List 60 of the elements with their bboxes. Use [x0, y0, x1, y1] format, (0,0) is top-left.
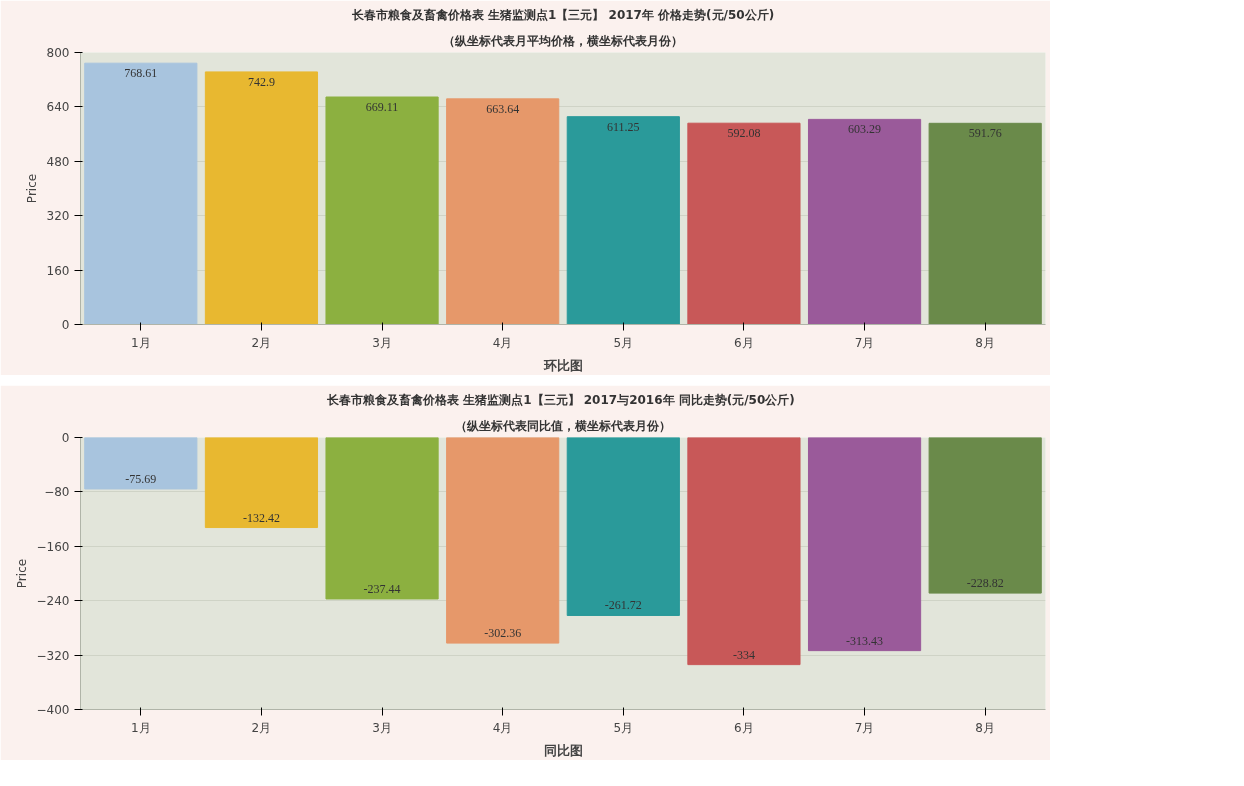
bar [84, 62, 198, 325]
bar [807, 118, 922, 325]
data-label: -228.82 [966, 576, 1004, 591]
x-tick-label: 6月 [734, 720, 754, 735]
bar [446, 98, 560, 325]
y-tick-label: −80 [44, 485, 70, 500]
x-tick-label: 6月 [734, 335, 754, 350]
chart-title: 长春市粮食及畜禽价格表 生猪监测点1【三元】 2017与2016年 同比走势(元/50公斤) [326, 392, 795, 407]
x-tick-label: 5月 [613, 335, 634, 350]
bar [566, 116, 680, 325]
data-label: -75.69 [125, 471, 157, 486]
y-tick-label: 160 [46, 263, 70, 278]
y-axis-title: Price [14, 558, 29, 589]
chart-subtitle: （纵坐标代表月平均价格，横坐标代表月份） [443, 33, 683, 48]
x-tick-label: 8月 [975, 720, 996, 735]
x-axis-title: 环比图 [542, 357, 583, 373]
bar [325, 96, 439, 325]
x-tick-label: 4月 [492, 335, 513, 350]
data-label: 591.76 [968, 126, 1002, 141]
x-tick-label: 4月 [492, 720, 513, 735]
x-tick-label: 1月 [131, 720, 151, 735]
x-tick-label: 3月 [372, 335, 392, 350]
y-tick-label: −400 [36, 703, 70, 717]
data-label: 592.08 [727, 126, 761, 141]
data-label: -313.43 [846, 633, 884, 648]
data-label: -237.44 [363, 581, 401, 596]
y-tick-label: 320 [46, 209, 70, 224]
data-label: 742.9 [247, 74, 275, 89]
data-label: -302.36 [484, 626, 522, 641]
y-tick-label: 480 [46, 154, 70, 169]
data-label: -334 [732, 647, 755, 662]
y-tick-label: −160 [36, 539, 70, 554]
data-label: 768.61 [124, 66, 158, 81]
x-tick-label: 7月 [854, 335, 875, 350]
bar [204, 71, 319, 325]
x-axis-title: 同比图 [543, 742, 583, 758]
y-tick-label: 800 [46, 46, 70, 60]
x-tick-label: 3月 [372, 720, 392, 735]
data-label: 611.25 [607, 119, 640, 134]
chart-subtitle: （纵坐标代表同比值，横坐标代表月份） [455, 418, 671, 433]
data-label: 603.29 [848, 122, 882, 137]
x-tick-label: 1月 [131, 335, 151, 350]
y-tick-label: 0 [61, 318, 70, 332]
y-tick-label: 640 [46, 100, 70, 115]
y-tick-label: −240 [36, 594, 70, 609]
bar [928, 122, 1042, 325]
x-tick-label: 5月 [613, 720, 634, 735]
x-tick-label: 2月 [251, 720, 272, 735]
data-label: 669.11 [365, 100, 399, 114]
data-label: 663.64 [486, 101, 520, 116]
x-tick-label: 7月 [854, 720, 875, 735]
data-label: -261.72 [604, 598, 642, 613]
x-tick-label: 8月 [975, 335, 996, 350]
x-tick-label: 2月 [251, 335, 272, 350]
y-tick-label: −320 [36, 648, 70, 663]
data-label: -132.42 [242, 510, 280, 525]
y-tick-label: 0 [61, 431, 70, 445]
chart-title: 长春市粮食及畜禽价格表 生猪监测点1【三元】 2017年 价格走势(元/50公斤) [350, 7, 775, 22]
bar [687, 122, 801, 325]
y-axis-title: Price [24, 173, 39, 204]
